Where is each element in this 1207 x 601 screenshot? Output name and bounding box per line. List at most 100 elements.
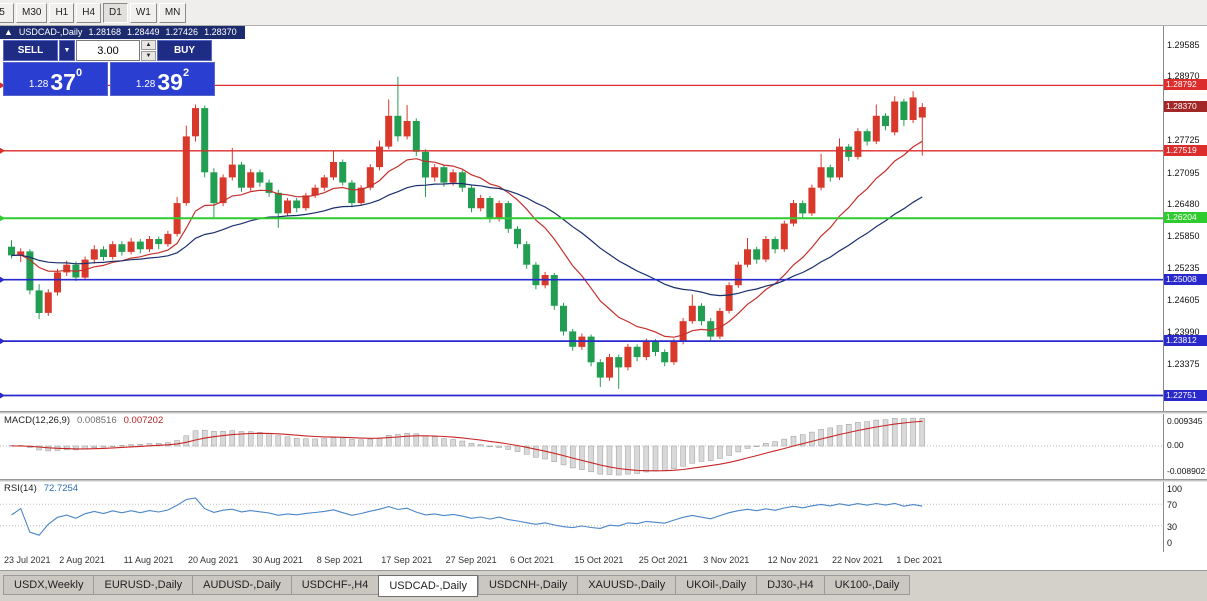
price-axis[interactable]: 1.28792 1.27519 1.26204 1.25008 1.23812 1.227… [1163,26,1207,411]
rsi-panel: RSI(14) 72.7254 100 70 30 0 [0,482,1207,552]
buy-price-big-figure: 1.28 [135,79,156,90]
timeframe-button-mn[interactable]: MN [158,2,187,23]
level-edge-marker [0,215,5,222]
price-tick: 1.29585 [1167,39,1200,50]
price-line-tag: 1.27519 [1164,144,1207,156]
volume-dropdown-button[interactable]: ▼ [59,40,75,61]
date-label: 30 Aug 2021 [252,555,303,565]
timeframe-button-d1[interactable]: D1 [103,2,128,23]
timeframe-button-h1[interactable]: H1 [49,2,75,23]
rsi-name: RSI(14) [4,483,37,494]
buy-button[interactable]: BUY [157,40,212,61]
level-edge-marker [0,147,5,154]
rsi-label-row: RSI(14) 72.7254 [4,483,78,494]
macd-main-value: 0.008516 [77,415,117,426]
volume-decrease-button[interactable]: ▼ [141,51,156,61]
sell-price-point: 0 [75,67,83,79]
price-line-tag: 1.25008 [1164,273,1207,285]
chart-tab-usdx-weekly[interactable]: USDX,Weekly [3,575,94,595]
chart-tab-eurusd-daily[interactable]: EURUSD-,Daily [93,575,193,595]
timeframe-button-h4[interactable]: H4 [76,2,102,23]
price-line-tag: 1.22751 [1164,389,1207,401]
current-price-tag: 1.28370 [1164,101,1207,113]
date-label: 11 Aug 2021 [123,555,174,565]
date-label: 3 Nov 2021 [703,555,750,565]
sell-button[interactable]: SELL [3,40,58,61]
symbol-ohlc-header: ▲ USDCAD-,Daily 1.28168 1.28449 1.27426 … [0,26,245,39]
date-label: 1 Dec 2021 [896,555,943,565]
moving-average-34 [11,182,923,297]
volume-stepper: ▲ ▼ [141,40,156,61]
price-tick: 1.25235 [1167,263,1200,274]
chart-tab-audusd-daily[interactable]: AUDUSD-,Daily [192,575,291,595]
candlestick-chart[interactable] [0,26,1163,411]
buy-price-button[interactable]: 1.28 39 2 [110,62,215,96]
buy-price-point: 2 [182,67,190,79]
macd-axis-label: -0.008902 [1167,466,1206,476]
chart-tab-dj30-h4[interactable]: DJ30-,H4 [756,575,824,595]
chart-tab-ukoil-daily[interactable]: UKOil-,Daily [675,575,757,595]
moving-average-13 [11,140,923,338]
rsi-axis-label: 70 [1167,500,1178,511]
rsi-chart[interactable] [0,482,1163,552]
price-line-tag: 1.26204 [1164,212,1207,224]
chart-tab-bar: USDX,Weekly EURUSD-,Daily AUDUSD-,Daily USD… [0,570,1207,601]
date-label: 6 Oct 2021 [510,555,555,565]
macd-canvas[interactable]: MACD(12,26,9) 0.008516 0.007202 [0,414,1163,479]
chart-tab-xauusd-daily[interactable]: XAUUSD-,Daily [577,575,676,595]
date-label: 12 Nov 2021 [767,555,819,565]
chart-tab-usdcad-daily[interactable]: USDCAD-,Daily [378,575,478,597]
price-tick: 1.27725 [1167,135,1200,146]
one-click-trade-panel: SELL ▼ ▲ ▼ BUY 1.28 [3,40,215,96]
price-line-tag: 1.28792 [1164,79,1207,91]
macd-axis: 0.009345 0.00 -0.008902 [1163,414,1207,479]
level-edge-marker [0,276,5,283]
panel-divider[interactable] [0,411,1207,414]
date-label: 20 Aug 2021 [188,555,239,565]
sell-price-pips: 37 [50,69,76,96]
chevron-down-icon: ▼ [63,47,71,54]
timeframe-button-5[interactable]: 5 [0,2,14,23]
rsi-canvas[interactable]: RSI(14) 72.7254 [0,482,1163,552]
price-tick: 1.23990 [1167,326,1200,337]
ohlc-high: 1.28449 [126,27,160,37]
sell-price-button[interactable]: 1.28 37 0 [3,62,108,96]
sell-price-big-figure: 1.28 [28,79,49,90]
price-line-tag: 1.23812 [1164,335,1207,347]
macd-name: MACD(12,26,9) [4,415,70,426]
symbol-name: USDCAD-,Daily [18,27,83,37]
date-label: 27 Sep 2021 [445,555,497,565]
timeframe-button-m30[interactable]: M30 [16,2,48,23]
macd-histogram [8,417,926,476]
price-tick: 1.26480 [1167,199,1200,210]
direction-arrow-icon: ▲ [4,27,13,37]
date-label: 17 Sep 2021 [381,555,433,565]
volume-increase-button[interactable]: ▲ [141,40,156,50]
time-axis[interactable]: 23 Jul 2021 2 Aug 2021 11 Aug 2021 20 Aug 2… [0,552,1207,570]
date-label: 23 Jul 2021 [4,555,51,565]
rsi-line [11,497,923,536]
rsi-axis-label: 0 [1167,538,1173,548]
timeframe-button-w1[interactable]: W1 [129,2,157,23]
date-label: 25 Oct 2021 [638,555,688,565]
price-tick: 1.28970 [1167,71,1200,82]
volume-input[interactable] [76,40,140,61]
ohlc-low: 1.27426 [165,27,199,37]
macd-label-row: MACD(12,26,9) 0.008516 0.007202 [4,415,163,426]
main-chart-canvas[interactable]: ▲ USDCAD-,Daily 1.28168 1.28449 1.27426 … [0,26,1163,411]
date-label: 2 Aug 2021 [59,555,105,565]
panel-divider[interactable] [0,479,1207,482]
rsi-axis: 100 70 30 0 [1163,482,1207,552]
chart-tab-uk100-daily[interactable]: UK100-,Daily [823,575,911,595]
level-edge-marker [0,338,5,345]
price-tick: 1.24605 [1167,295,1200,306]
macd-axis-label: 0.009345 [1167,416,1203,426]
candles [8,76,926,389]
chart-tab-usdchf-h4[interactable]: USDCHF-,H4 [290,575,379,595]
date-label: 8 Sep 2021 [316,555,363,565]
chart-tab-usdcnh-daily[interactable]: USDCNH-,Daily [477,575,578,595]
macd-chart[interactable] [0,414,1163,479]
ohlc-close: 1.28370 [204,27,237,37]
chart-region: ▲ USDCAD-,Daily 1.28168 1.28449 1.27426 … [0,26,1207,570]
main-price-panel: ▲ USDCAD-,Daily 1.28168 1.28449 1.27426 … [0,26,1207,411]
